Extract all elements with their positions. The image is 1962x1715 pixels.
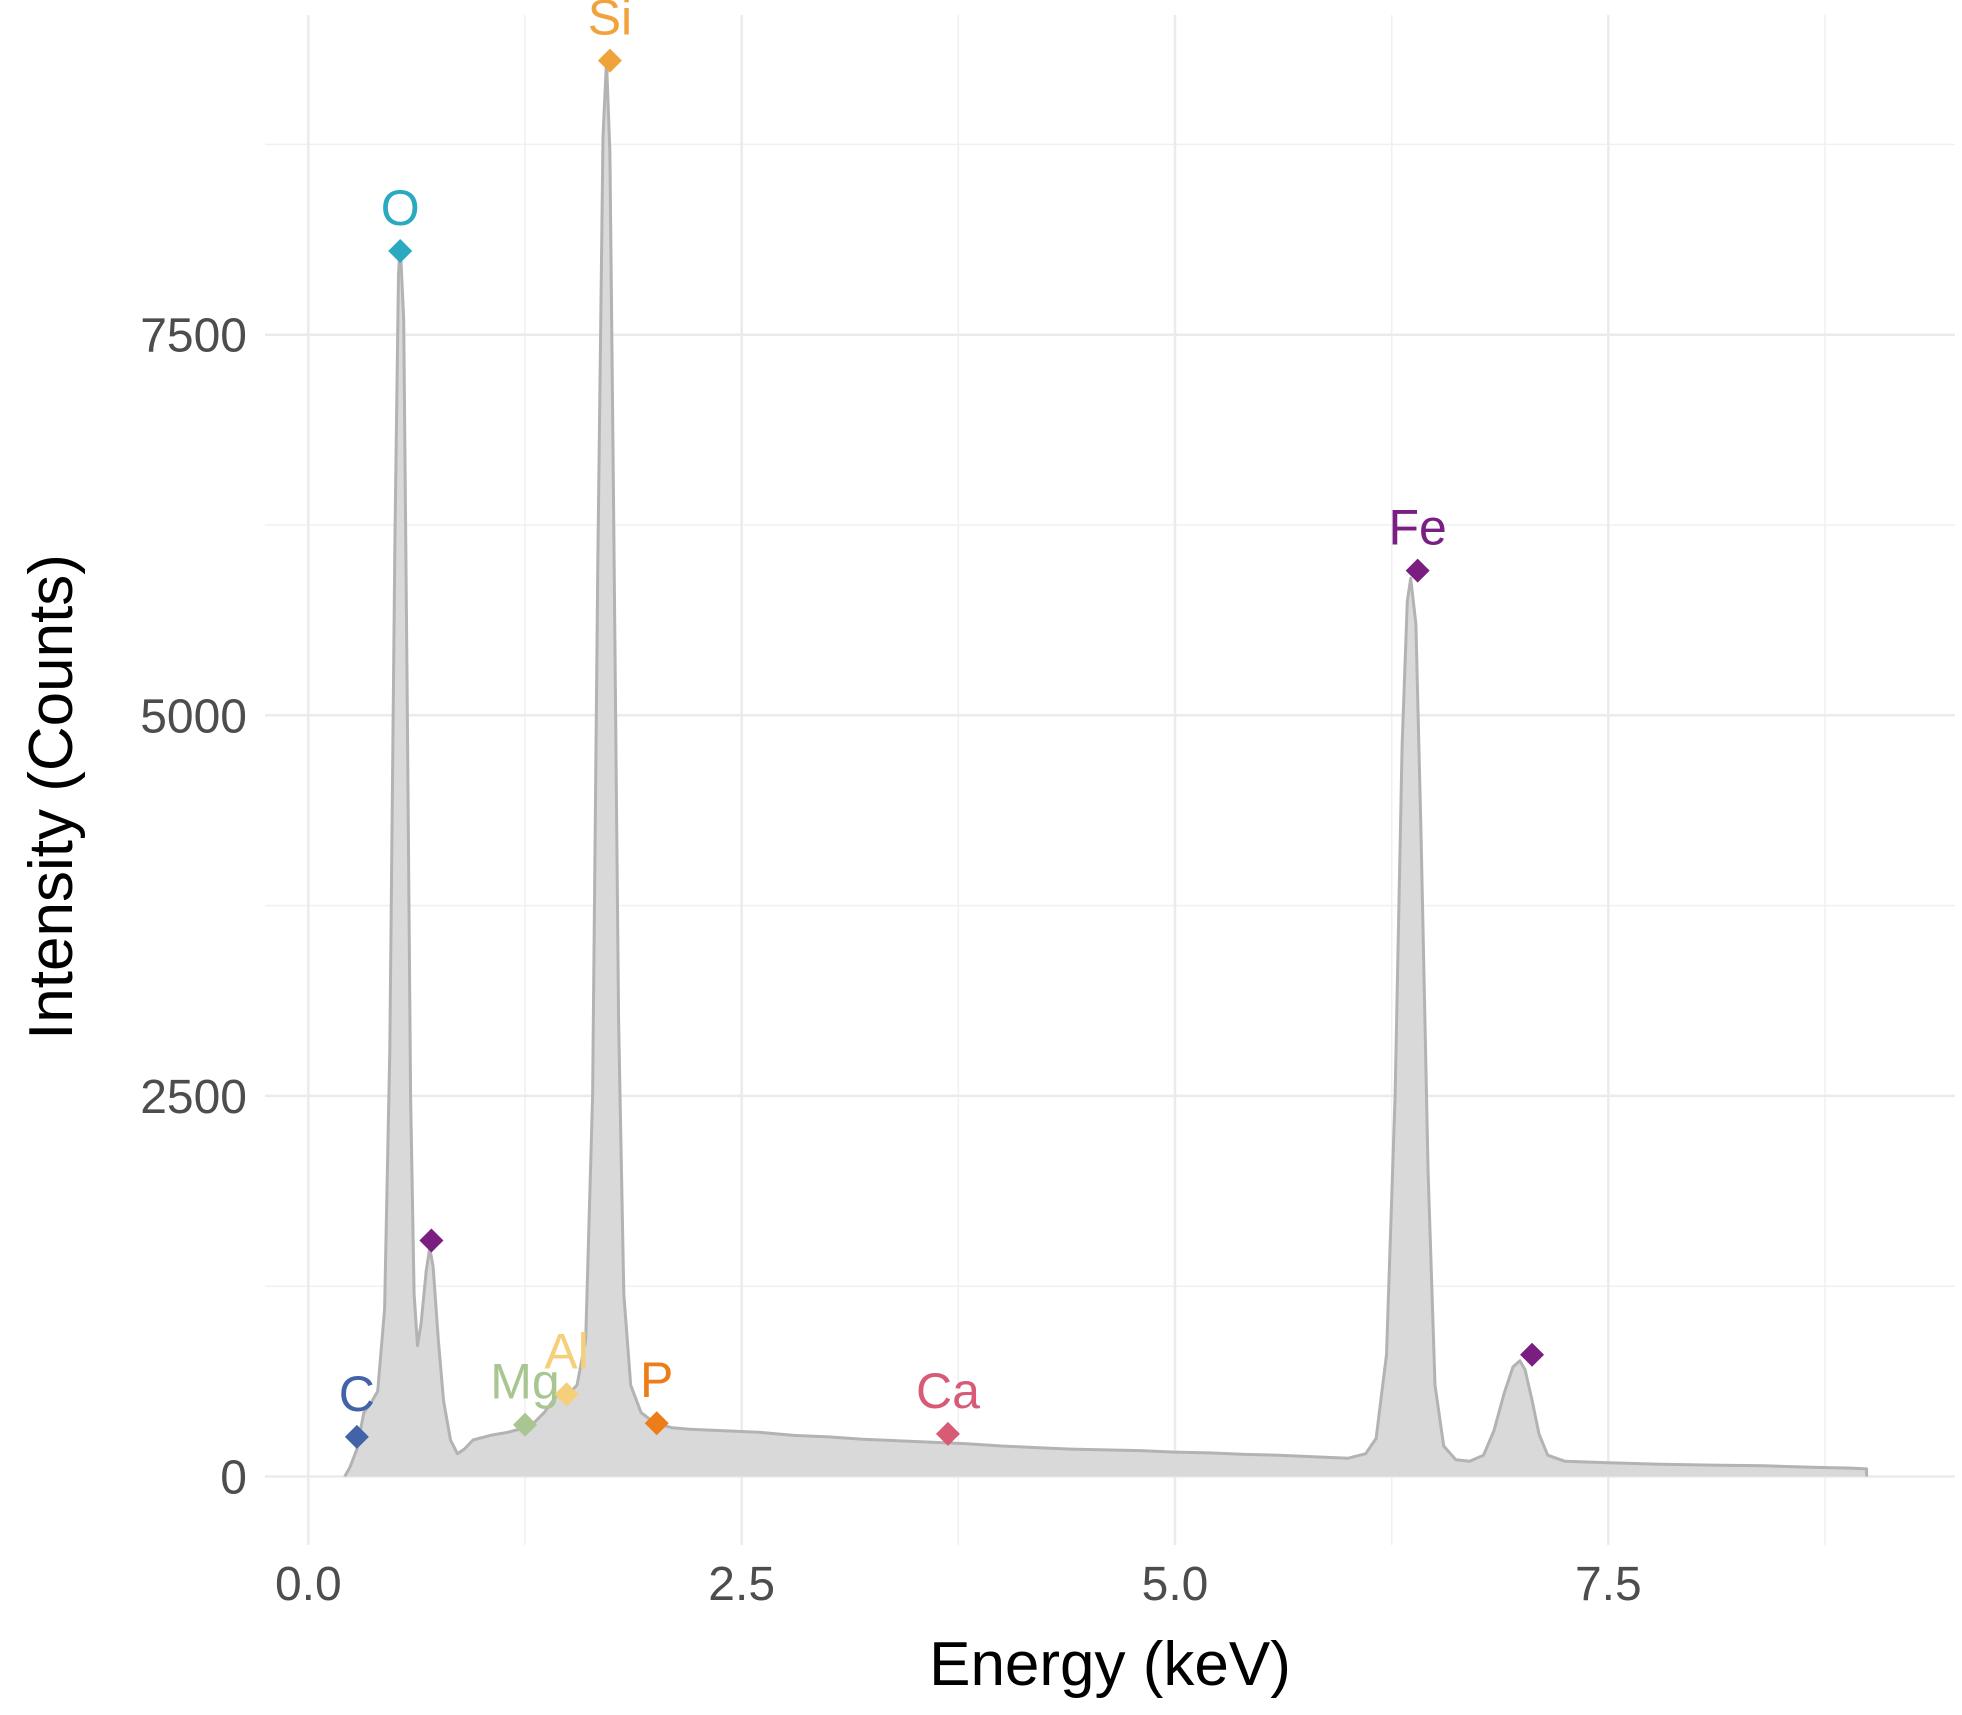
peak-marker-si: [597, 48, 622, 73]
y-tick-label: 7500: [140, 310, 247, 363]
spectrum-line: [343, 59, 1869, 1478]
peak-label-o: O: [381, 180, 420, 236]
x-tick-label: 2.5: [708, 1558, 775, 1611]
peak-label-fe: Fe: [1388, 500, 1446, 556]
x-tick-label: 5.0: [1142, 1558, 1209, 1611]
y-tick-label: 5000: [140, 690, 247, 743]
peak-label-al: Al: [544, 1323, 588, 1379]
peak-marker-mg: [513, 1412, 537, 1437]
peak-label-mg: Mg: [490, 1354, 559, 1410]
y-axis-title: Intensity (Counts): [17, 554, 86, 1040]
peak-label-ca: Ca: [916, 1363, 980, 1419]
minor-gridlines: [265, 15, 1955, 1545]
x-tick-label: 7.5: [1575, 1558, 1642, 1611]
peak-marker-al: [554, 1382, 579, 1407]
peak-marker-ca: [935, 1421, 960, 1446]
y-tick-label: 0: [220, 1451, 247, 1504]
x-tick-label: 0.0: [275, 1558, 342, 1611]
x-axis-tick-labels: 0.0 2.5 5.0 7.5: [275, 1558, 1642, 1611]
peak-marker-o: [388, 238, 413, 263]
peak-marker-fe: [419, 1228, 444, 1253]
peak-marker-fe: [1520, 1342, 1545, 1367]
y-axis-tick-labels: 0 2500 5000 7500: [140, 310, 247, 1505]
peak-marker-c: [344, 1424, 369, 1449]
major-gridlines: [265, 15, 1955, 1545]
peak-marker-p: [644, 1411, 669, 1436]
peak-label-si: Si: [588, 0, 632, 46]
peak-label-c: C: [339, 1366, 375, 1422]
y-tick-label: 2500: [140, 1071, 247, 1124]
spectrum-series: [343, 59, 1869, 1478]
x-axis-title: Energy (keV): [929, 1630, 1291, 1699]
peak-marker-fe: [1405, 558, 1430, 583]
peak-label-p: P: [640, 1352, 673, 1408]
